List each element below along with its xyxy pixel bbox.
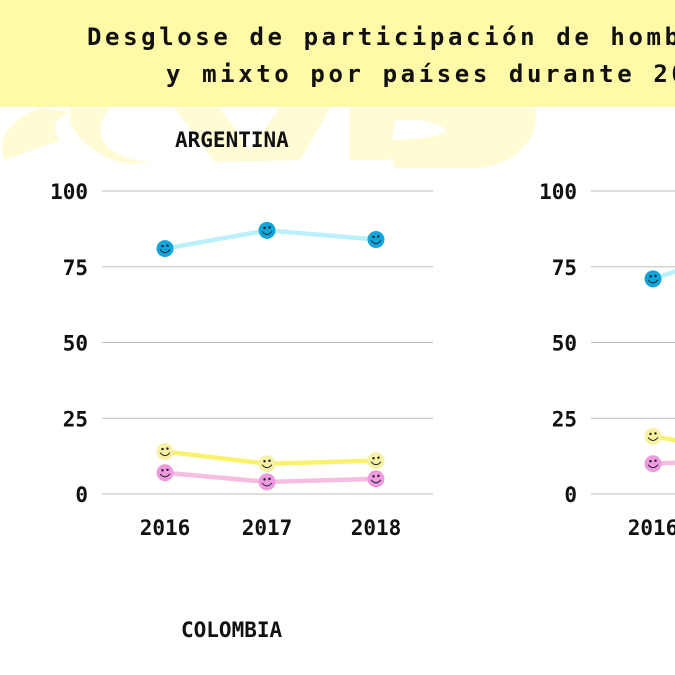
- smiley-mouth-icon: [159, 249, 171, 254]
- smiley-eye-icon: [372, 456, 375, 460]
- smiley-mouth-icon: [261, 464, 273, 469]
- smiley-eye-icon: [372, 475, 375, 478]
- smiley-mouth-icon: [261, 231, 273, 235]
- series-pink-smiley-marker: [156, 464, 174, 482]
- smiley-eye-icon: [161, 469, 164, 472]
- y-tick-label: 50: [63, 332, 88, 356]
- smiley-eye-icon: [268, 226, 271, 229]
- panel-second-country: 0 25 50 75 100 2016: [539, 180, 675, 540]
- panel-title-argentina: ARGENTINA: [175, 128, 289, 152]
- x-tick-label: 2016: [140, 516, 191, 540]
- smiley-eye-icon: [649, 275, 652, 278]
- smiley-eye-icon: [649, 460, 652, 463]
- smiley-mouth-icon: [159, 452, 171, 457]
- series-blue-smiley-marker: [258, 221, 276, 239]
- series-pink-smiley-marker: [644, 455, 662, 473]
- smiley-face-icon: [644, 427, 662, 445]
- y-tick-label: 100: [50, 180, 88, 204]
- smiley-eye-icon: [372, 235, 375, 239]
- watermark-letter-d: [350, 108, 536, 168]
- panel-argentina: 0 25 50 75 100 2016 2017 2018: [50, 180, 433, 540]
- chart-title-line-1: Desglose de participación de hombr: [87, 23, 675, 51]
- series-blue-smiley-marker: [644, 270, 662, 288]
- x-tick-label: 2017: [242, 516, 293, 540]
- smiley-face-icon: [156, 443, 174, 461]
- smiley-face-icon: [258, 473, 276, 491]
- smiley-eye-icon: [263, 460, 266, 463]
- smiley-eye-icon: [268, 459, 271, 462]
- series-yellow-smiley-marker: [644, 427, 662, 445]
- y-tick-label: 0: [75, 483, 88, 507]
- smiley-mouth-icon: [370, 479, 382, 484]
- smiley-mouth-icon: [647, 437, 659, 441]
- smiley-mouth-icon: [370, 461, 382, 466]
- smiley-eye-icon: [263, 478, 266, 481]
- smiley-eye-icon: [166, 468, 169, 471]
- smiley-face-icon: [644, 455, 662, 473]
- smiley-eye-icon: [654, 432, 657, 435]
- series-blue-smiley-marker: [367, 230, 385, 248]
- x-tick-label: 2018: [351, 516, 402, 540]
- watermark-letter-c: [1, 108, 70, 160]
- smiley-face-icon: [644, 270, 662, 288]
- smiley-eye-icon: [161, 244, 164, 248]
- smiley-eye-icon: [268, 477, 271, 481]
- y-tick-label: 75: [552, 256, 577, 280]
- smiley-mouth-icon: [370, 240, 382, 244]
- smiley-mouth-icon: [261, 482, 273, 487]
- smiley-eye-icon: [654, 459, 657, 462]
- watermark-letter-o: [70, 108, 150, 164]
- smiley-mouth-icon: [159, 473, 171, 478]
- smiley-mouth-icon: [647, 279, 659, 284]
- smiley-face-icon: [156, 240, 174, 258]
- chart-title-line-2: y mixto por países durante 20: [166, 60, 675, 88]
- smiley-face-icon: [367, 230, 385, 248]
- series-pink-smiley-marker: [367, 470, 385, 488]
- smiley-eye-icon: [377, 456, 380, 459]
- y-tick-label: 100: [539, 180, 577, 204]
- smiley-eye-icon: [649, 432, 652, 436]
- smiley-eye-icon: [377, 235, 380, 238]
- smiley-face-icon: [367, 470, 385, 488]
- series-yellow-smiley-marker: [367, 452, 385, 470]
- series-yellow-smiley-marker: [258, 455, 276, 473]
- smiley-eye-icon: [161, 447, 164, 451]
- smiley-face-icon: [367, 452, 385, 470]
- chart-header: Desglose de participación de hombr y mix…: [0, 0, 675, 107]
- y-tick-label: 25: [552, 407, 577, 431]
- series-blue-smiley-marker: [156, 240, 174, 258]
- smiley-eye-icon: [377, 474, 380, 478]
- smiley-face-icon: [258, 221, 276, 239]
- smiley-mouth-icon: [647, 464, 659, 469]
- smiley-face-icon: [156, 464, 174, 482]
- series-pink-smiley-marker: [258, 473, 276, 491]
- series-yellow-smiley-marker: [156, 443, 174, 461]
- y-tick-label: 0: [564, 483, 577, 507]
- y-tick-label: 75: [63, 256, 88, 280]
- smiley-eye-icon: [166, 447, 169, 450]
- smiley-eye-icon: [263, 226, 266, 230]
- smiley-face-icon: [258, 455, 276, 473]
- smiley-eye-icon: [654, 274, 657, 278]
- y-tick-label: 50: [552, 332, 577, 356]
- watermark-letter-v: [175, 108, 330, 162]
- x-tick-label: 2016: [628, 516, 675, 540]
- panel-title-colombia: COLOMBIA: [181, 618, 283, 642]
- y-tick-label: 25: [63, 407, 88, 431]
- smiley-eye-icon: [166, 244, 169, 247]
